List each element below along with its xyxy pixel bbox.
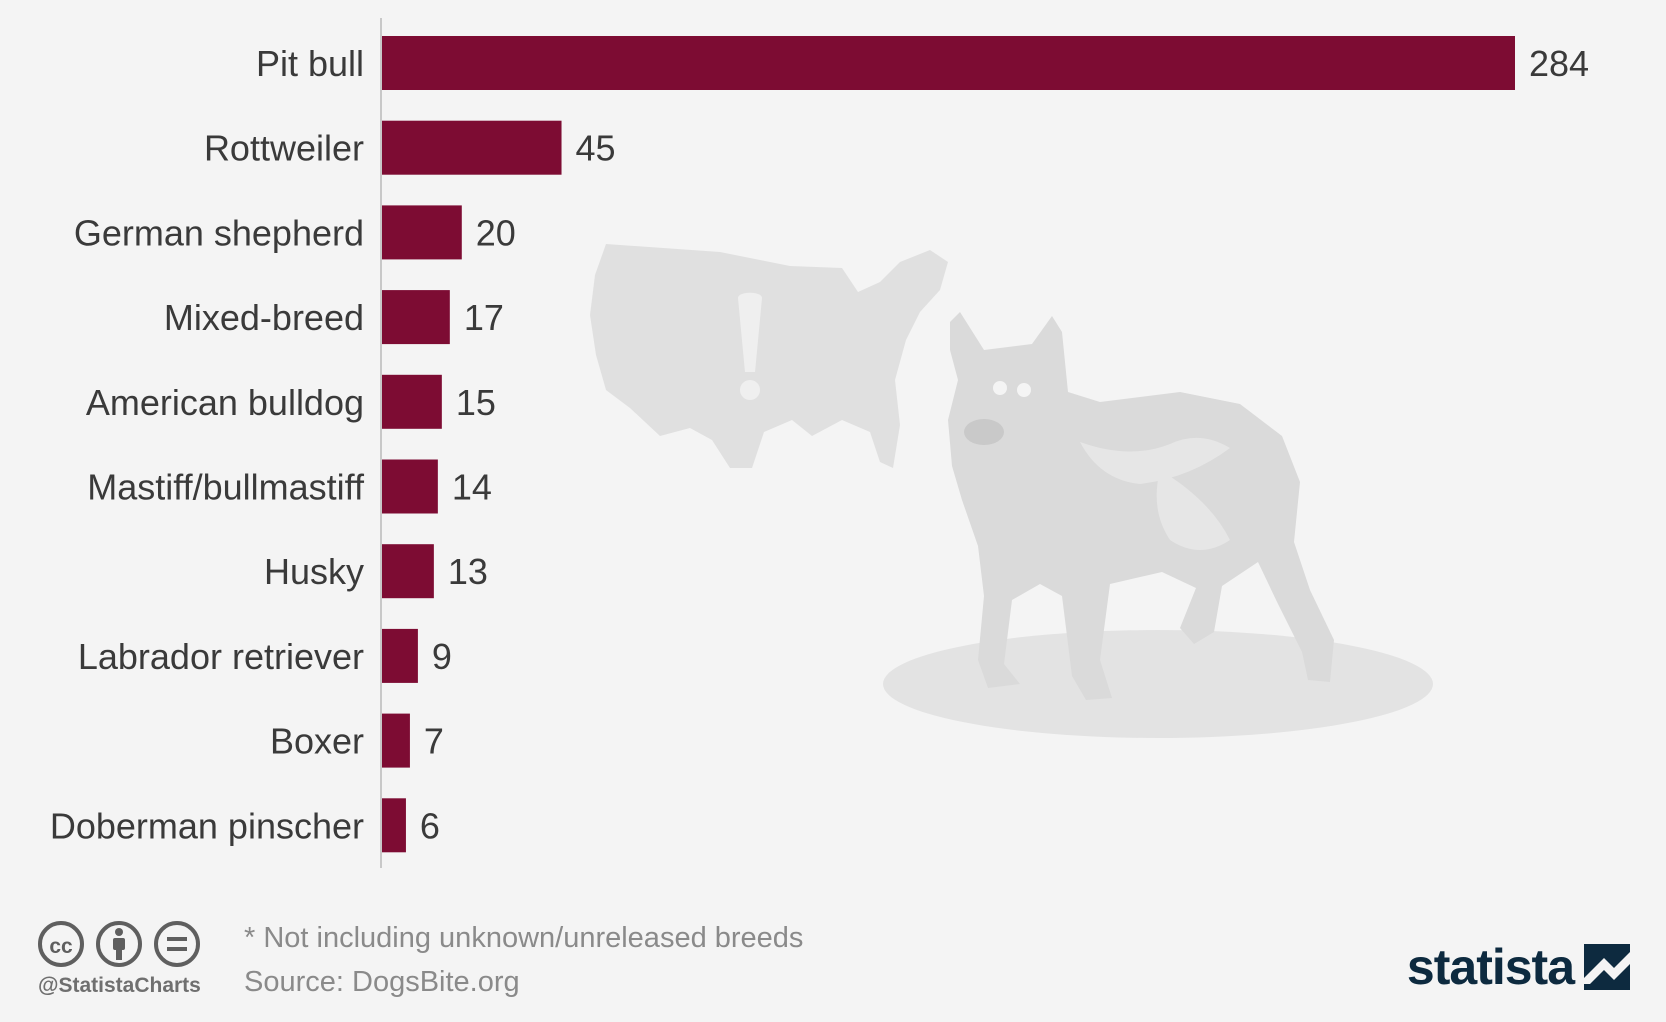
bar-doberman-pinscher [382, 798, 406, 853]
value-labels-group: 284 45 20 17 15 14 13 9 7 6 [420, 43, 1589, 846]
category-label-american-bulldog: American bulldog [86, 382, 364, 423]
value-label-labrador-retriever: 9 [432, 636, 452, 677]
bar-pit-bull [382, 36, 1515, 90]
category-label-doberman-pinscher: Doberman pinscher [50, 805, 364, 846]
category-label-husky: Husky [264, 551, 364, 592]
cc-icon: cc [38, 921, 84, 967]
value-label-pit-bull: 284 [1529, 43, 1589, 84]
bar-labrador-retriever [382, 628, 418, 683]
value-label-husky: 13 [448, 551, 488, 592]
category-label-boxer: Boxer [270, 721, 364, 762]
dog-illustration [948, 312, 1334, 700]
value-label-boxer: 7 [424, 721, 444, 762]
value-label-mastiff-bullmastiff: 14 [452, 467, 492, 508]
background-illustration [590, 244, 1433, 738]
source-link[interactable]: Source: DogsBite.org [244, 966, 520, 998]
bar-chart: Pit bull Rottweiler German shepherd Mixed-b… [50, 18, 1589, 868]
value-label-mixed-breed: 17 [464, 297, 504, 338]
attribution-icon [96, 921, 142, 967]
usa-map-illustration [590, 244, 948, 468]
bar-mixed-breed [382, 290, 450, 345]
exclamation-icon [738, 292, 762, 372]
value-label-german-shepherd: 20 [476, 212, 516, 253]
category-label-labrador-retriever: Labrador retriever [78, 636, 364, 677]
svg-text:cc: cc [49, 935, 73, 958]
category-label-pit-bull: Pit bull [256, 43, 364, 84]
category-label-german-shepherd: German shepherd [74, 212, 364, 253]
statista-logo-icon [1584, 944, 1630, 990]
category-labels-group: Pit bull Rottweiler German shepherd Mixed-b… [50, 43, 365, 846]
bar-boxer [382, 713, 410, 768]
twitter-handle: @StatistaCharts [38, 974, 201, 997]
value-label-doberman-pinscher: 6 [420, 805, 440, 846]
no-derivatives-icon [154, 921, 200, 967]
category-label-mixed-breed: Mixed-breed [164, 297, 364, 338]
footnote: * Not including unknown/unreleased breed… [244, 922, 804, 954]
bar-german-shepherd [382, 205, 462, 260]
category-label-mastiff-bullmastiff: Mastiff/bullmastiff [87, 467, 365, 508]
bar-husky [382, 544, 434, 599]
dog-shadow-illustration [883, 630, 1433, 738]
value-label-american-bulldog: 15 [456, 382, 496, 423]
bar-rottweiler [382, 120, 562, 175]
brand-logo[interactable]: statista [1407, 938, 1630, 996]
bars-group [382, 36, 1515, 853]
license-icons: cc [38, 921, 200, 967]
brand-name: statista [1406, 939, 1575, 995]
exclamation-dot-icon [740, 380, 760, 400]
category-label-rottweiler: Rottweiler [204, 128, 364, 169]
bar-mastiff-bullmastiff [382, 459, 438, 514]
bar-american-bulldog [382, 374, 442, 429]
value-label-rottweiler: 45 [576, 128, 616, 169]
